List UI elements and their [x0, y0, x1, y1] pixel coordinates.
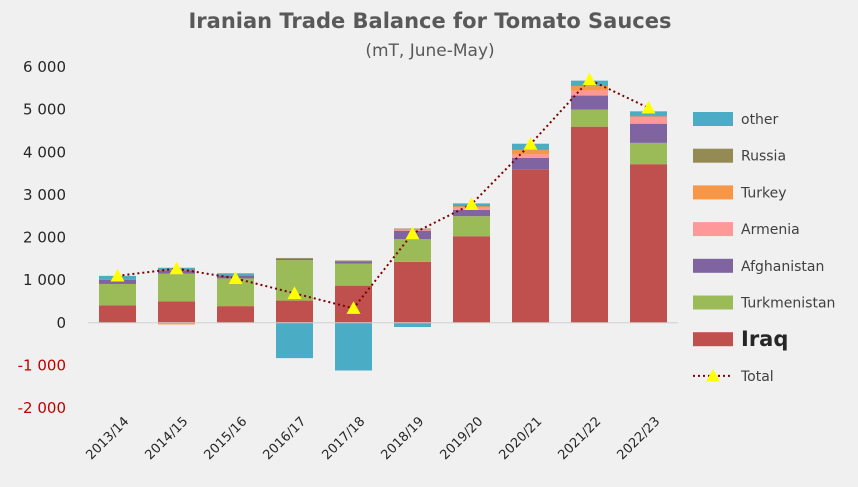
legend-item: Iraq — [693, 327, 788, 351]
legend-swatch — [693, 332, 733, 347]
bar-segment-turkmenistan — [453, 216, 490, 237]
total-marker — [582, 72, 597, 86]
chart-subtitle: (mT, June-May) — [365, 41, 494, 61]
bar-segment-iraq — [276, 300, 313, 323]
x-tick-label: 2018/19 — [379, 414, 428, 463]
x-tick-label: 2013/14 — [84, 414, 133, 463]
legend-item: Turkey — [693, 185, 787, 201]
x-tick-label: 2014/15 — [143, 414, 192, 463]
bar-segment-russia — [571, 85, 608, 87]
legend-label: other — [741, 112, 779, 128]
bar-segment-iraq — [630, 164, 667, 323]
y-tick-label: 0 — [56, 314, 66, 332]
total-marker — [405, 226, 420, 240]
total-marker — [641, 100, 656, 114]
bar-segment-russia — [276, 257, 313, 259]
bars — [88, 80, 678, 371]
bar-segment-afghanistan — [453, 209, 490, 217]
bar-segment-iraq — [512, 169, 549, 323]
legend-item: Total — [693, 368, 774, 385]
bar-segment-afghanistan — [99, 279, 136, 284]
legend: other Russia Turkey Armenia Afghanistan Turkm… — [693, 112, 835, 385]
bar-segment-armenia — [571, 90, 608, 96]
legend-item: Afghanistan — [693, 258, 824, 275]
bar-segment-turkey — [571, 86, 608, 91]
legend-marker — [706, 368, 720, 382]
y-axis: 6 000 5 000 4 000 3 000 2 000 1 000 0 -1 000 -2 … — [18, 58, 66, 417]
bar-segment-turkmenistan — [630, 142, 667, 165]
legend-label: Russia — [741, 149, 786, 165]
total-line — [117, 78, 649, 310]
bar-segment-iraq — [99, 305, 136, 323]
legend-label: Turkey — [740, 185, 787, 201]
bar-segment-afghanistan — [571, 95, 608, 110]
bar-segment-afghanistan — [512, 157, 549, 170]
legend-swatch — [693, 148, 733, 163]
bar-segment-russia — [335, 260, 372, 262]
bar-segment-iraq — [217, 306, 254, 323]
bar-segment-turkmenistan — [99, 283, 136, 306]
legend-swatch — [693, 295, 733, 310]
x-tick-label: 2017/18 — [320, 414, 369, 463]
y-tick-label: 3 000 — [23, 186, 66, 204]
bar-segment-iraq — [394, 261, 431, 323]
legend-label: Iraq — [741, 327, 788, 351]
bar-segment-turkmenistan — [394, 239, 431, 262]
total-series — [110, 72, 656, 314]
bar-segment-armenia — [630, 116, 667, 124]
y-tick-label: 6 000 — [23, 58, 66, 76]
legend-item: Armenia — [693, 222, 800, 238]
bar-segment-iraq — [158, 301, 195, 323]
bar-segment-turkmenistan — [571, 109, 608, 127]
total-marker — [287, 286, 302, 299]
x-tick-label: 2015/16 — [202, 414, 251, 463]
y-tick-label: -1 000 — [18, 356, 66, 374]
y-tick-label: 2 000 — [23, 229, 66, 247]
bar-segment-armenia — [512, 154, 549, 158]
bar-segment-afghanistan — [276, 258, 313, 261]
total-marker — [228, 271, 243, 285]
legend-item: other — [693, 112, 779, 128]
legend-swatch — [693, 112, 733, 126]
legend-item: Turkmenistan — [693, 295, 835, 312]
total-marker — [346, 301, 361, 314]
total-marker — [523, 137, 538, 150]
total-marker — [464, 197, 479, 210]
x-tick-label: 2019/20 — [438, 414, 487, 463]
bar-segment-other — [335, 322, 372, 371]
bar-segment-afghanistan — [335, 261, 372, 264]
x-tick-label: 2020/21 — [497, 414, 546, 463]
x-axis: 2013/14 2014/15 2015/16 2016/17 2017/18 2018/… — [84, 414, 664, 463]
bar-segment-turkmenistan — [158, 273, 195, 302]
y-tick-label: 4 000 — [23, 143, 66, 161]
bar-segment-iraq — [453, 236, 490, 323]
x-tick-label: 2021/22 — [556, 414, 605, 463]
chart-title: Iranian Trade Balance for Tomato Sauces — [188, 9, 671, 33]
legend-item: Russia — [693, 148, 786, 165]
bar-segment-iraq — [571, 126, 608, 323]
y-tick-label: 1 000 — [23, 271, 66, 289]
bar-segment-russia — [630, 115, 667, 117]
bar-segment-other — [276, 322, 313, 359]
legend-swatch — [693, 222, 733, 237]
legend-label: Armenia — [741, 222, 800, 238]
legend-label: Turkmenistan — [740, 296, 835, 312]
x-tick-label: 2022/23 — [615, 414, 664, 463]
y-tick-label: 5 000 — [23, 101, 66, 119]
bar-segment-other — [394, 322, 431, 328]
x-tick-label: 2016/17 — [261, 414, 310, 463]
y-tick-label: -2 000 — [18, 399, 66, 417]
bar-segment-turkey — [158, 322, 195, 325]
bar-segment-turkmenistan — [335, 263, 372, 286]
legend-swatch — [693, 258, 733, 273]
legend-swatch — [693, 185, 733, 200]
legend-label: Total — [740, 369, 774, 385]
total-marker — [169, 261, 184, 275]
bar-segment-afghanistan — [630, 123, 667, 143]
total-marker — [110, 268, 125, 282]
bar-segment-turkey — [512, 150, 549, 155]
legend-label: Afghanistan — [741, 259, 824, 275]
